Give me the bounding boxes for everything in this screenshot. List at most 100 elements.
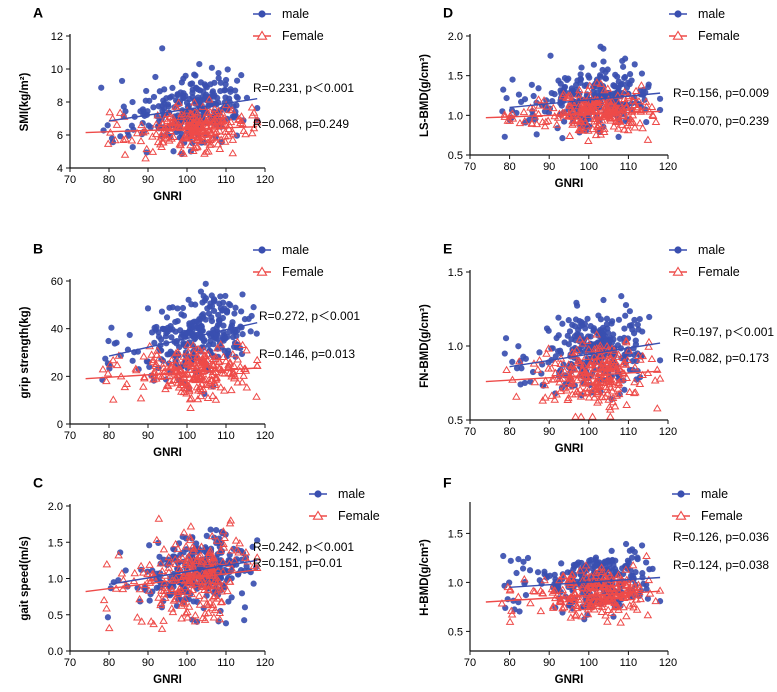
female-point <box>582 599 591 607</box>
female-point <box>600 579 609 587</box>
female-point <box>202 557 212 566</box>
female-point <box>173 347 183 356</box>
female-point <box>589 114 599 122</box>
legend-marker-male <box>314 490 322 498</box>
male-point <box>622 312 629 319</box>
female-point <box>565 382 575 390</box>
female-point <box>601 611 610 619</box>
female-point <box>645 589 655 597</box>
female-point <box>179 352 188 360</box>
female-point <box>208 580 217 589</box>
stat-annotation-male: R=0.156, p=0.009 <box>673 86 769 100</box>
female-point <box>644 342 653 350</box>
female-point <box>549 103 558 112</box>
female-point <box>210 380 220 388</box>
male-point <box>204 305 211 312</box>
female-point <box>203 566 212 575</box>
y-tick-label: 12 <box>51 31 63 43</box>
female-point <box>177 586 186 594</box>
female-point <box>252 355 262 364</box>
female-point <box>200 615 210 623</box>
female-point <box>167 584 177 593</box>
x-axis-title: GNRI <box>153 447 182 459</box>
female-point <box>186 522 196 530</box>
female-point <box>139 352 149 360</box>
female-point <box>217 587 226 595</box>
y-axis-title: H-BMD(g/cm³) <box>419 539 431 616</box>
female-point <box>584 136 593 145</box>
female-point <box>625 587 634 596</box>
x-tick-label: 80 <box>503 426 515 438</box>
female-point <box>136 561 146 570</box>
female-point <box>159 363 168 371</box>
female-point <box>559 384 569 392</box>
female-point <box>629 599 638 607</box>
male-point <box>633 376 640 383</box>
male-point <box>558 560 565 567</box>
male-point <box>574 561 581 568</box>
male-point <box>104 122 111 129</box>
x-tick-label: 100 <box>178 430 196 442</box>
female-point <box>613 378 623 386</box>
female-point <box>203 118 212 126</box>
male-point <box>203 532 210 539</box>
female-point <box>224 124 234 133</box>
female-point <box>208 600 218 608</box>
male-point <box>108 324 115 331</box>
female-point <box>103 369 113 377</box>
female-point <box>197 360 206 368</box>
female-point <box>652 365 662 373</box>
female-point <box>597 563 606 571</box>
female-point <box>227 369 237 378</box>
male-point <box>170 148 177 155</box>
female-point <box>180 576 190 585</box>
male-point <box>247 328 254 335</box>
female-point <box>207 531 217 540</box>
male-point <box>500 86 507 93</box>
male-point <box>536 349 543 356</box>
fit-line-female <box>85 367 258 380</box>
female-point <box>177 147 186 156</box>
male-point <box>519 565 527 572</box>
female-point <box>156 600 165 609</box>
male-point <box>620 63 627 70</box>
female-point <box>226 516 236 524</box>
male-point <box>522 355 529 362</box>
panel-letter: E <box>443 241 452 257</box>
male-point <box>547 52 554 59</box>
female-point <box>114 550 123 559</box>
male-point <box>196 60 203 68</box>
x-tick-label: 110 <box>217 430 235 442</box>
legend-marker-male <box>674 10 682 18</box>
legend: male Female <box>669 243 740 279</box>
female-point <box>548 601 558 610</box>
fit-line-female <box>85 569 258 593</box>
female-point <box>567 371 577 379</box>
male-point <box>169 84 176 92</box>
female-point <box>179 149 188 157</box>
male-point <box>152 73 159 81</box>
y-tick-label: 8 <box>57 97 63 109</box>
male-point <box>217 79 224 86</box>
female-point <box>204 126 213 134</box>
male-point <box>202 93 209 100</box>
male-point <box>639 570 646 577</box>
female-point <box>208 359 218 367</box>
female-point <box>631 590 641 599</box>
female-point <box>629 96 638 105</box>
female-point <box>228 349 238 358</box>
female-point <box>576 595 586 603</box>
legend-label-female: Female <box>282 265 324 279</box>
male-point <box>604 66 611 73</box>
male-point <box>222 620 230 627</box>
male-point <box>222 76 230 84</box>
female-point <box>230 556 239 564</box>
female-point <box>178 553 187 562</box>
female-point <box>592 579 602 587</box>
male-point <box>231 310 238 317</box>
female-point <box>520 575 529 583</box>
female-point <box>644 575 654 584</box>
female-point <box>182 389 191 397</box>
male-point <box>629 326 636 333</box>
male-point <box>602 75 610 82</box>
